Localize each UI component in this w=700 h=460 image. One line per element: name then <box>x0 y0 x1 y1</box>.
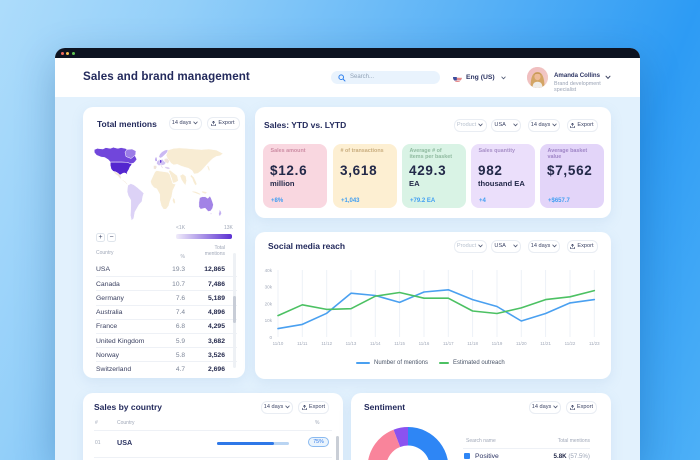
svg-text:11/11: 11/11 <box>297 341 308 346</box>
svg-text:0: 0 <box>269 335 272 340</box>
svg-text:11/17: 11/17 <box>443 341 454 346</box>
svg-text:11/14: 11/14 <box>370 341 381 346</box>
svg-text:30k: 30k <box>265 285 273 290</box>
svg-text:11/20: 11/20 <box>516 341 527 346</box>
svg-text:11/12: 11/12 <box>321 341 332 346</box>
svg-text:11/10: 11/10 <box>273 341 284 346</box>
svg-text:11/18: 11/18 <box>467 341 478 346</box>
svg-text:11/16: 11/16 <box>419 341 430 346</box>
svg-text:11/22: 11/22 <box>565 341 576 346</box>
svg-text:20k: 20k <box>265 301 273 306</box>
svg-text:10k: 10k <box>265 318 273 323</box>
svg-text:11/19: 11/19 <box>492 341 503 346</box>
svg-text:11/21: 11/21 <box>540 341 551 346</box>
svg-text:11/23: 11/23 <box>589 341 600 346</box>
svg-text:40k: 40k <box>265 268 273 273</box>
svg-text:11/13: 11/13 <box>346 341 357 346</box>
svg-text:11/15: 11/15 <box>394 341 405 346</box>
